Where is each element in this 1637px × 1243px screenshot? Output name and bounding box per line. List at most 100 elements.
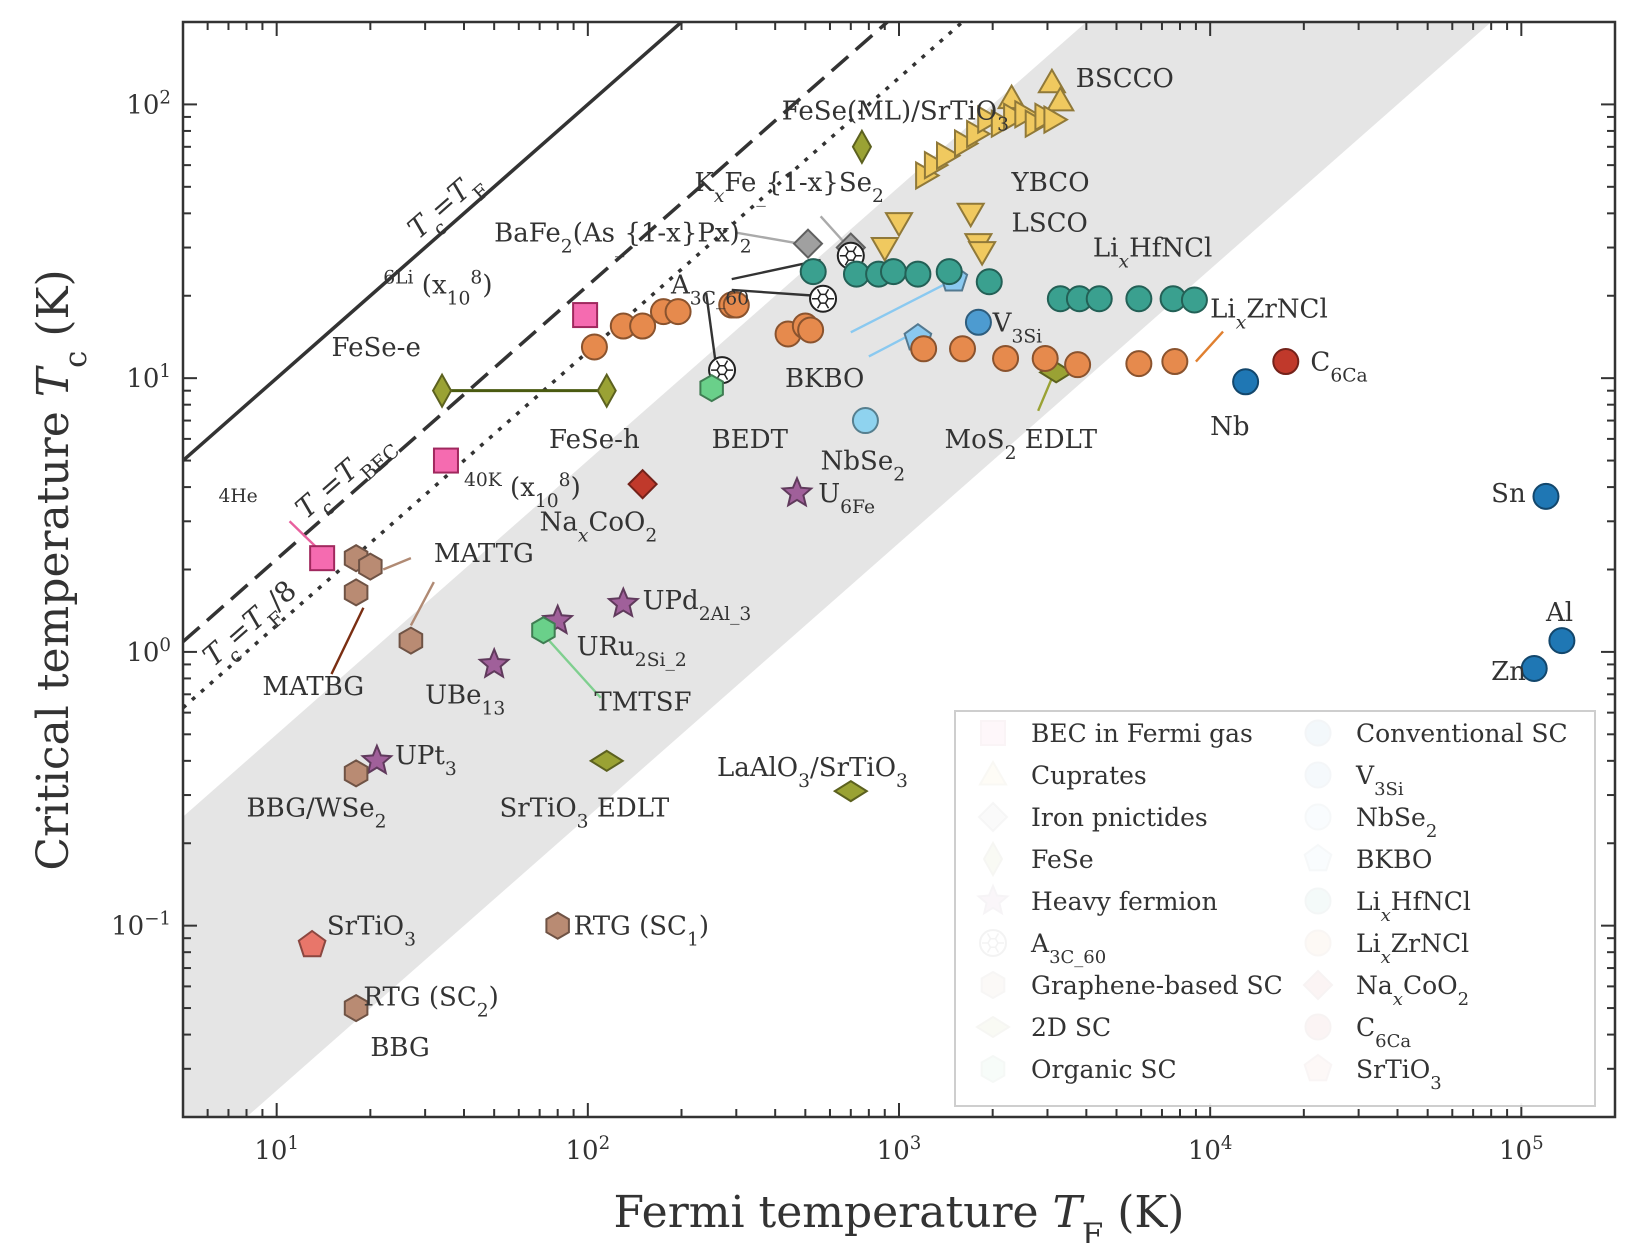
lixhfncl-point (1085, 285, 1113, 313)
label-6li-x10-8: 6Li (x108) (383, 267, 492, 309)
ref-line-label: Tc=TBEC (289, 424, 404, 532)
leader-line (736, 231, 801, 245)
lixzrncl-point (797, 316, 825, 344)
label-naxcoo2: NaxCoO2 (540, 507, 658, 546)
heavy-fermion-point (360, 743, 394, 776)
label-c6ca: C6Ca (1310, 348, 1367, 387)
graphene-based-sc-point (343, 993, 369, 1023)
lixzrncl-point (580, 333, 608, 361)
ref-line-tc-tf (183, 22, 685, 462)
label-lixzrncl: LixZrNCl (1210, 294, 1328, 333)
lixhfncl-point (1125, 285, 1153, 313)
leader-line (850, 283, 946, 334)
label-ube13: UBe13 (425, 680, 505, 719)
legend-label-conventional-sc: Conventional SC (1356, 719, 1568, 748)
label-nb: Nb (1210, 412, 1249, 442)
graphene-based-sc-point (545, 911, 570, 940)
lixzrncl-point (910, 335, 938, 363)
label-v3si: V3Si (992, 308, 1042, 347)
conventional-sc-point (1548, 627, 1576, 655)
y-tick-label: 102 (126, 87, 171, 121)
cuprates-ybco-right-pointing-point (1043, 104, 1069, 135)
label-u6fe: U6Fe (818, 479, 875, 517)
cuprates-lsco-down-pointing-point (870, 237, 900, 263)
x-tick-label: 103 (877, 1133, 922, 1167)
graphene-based-sc-point (343, 759, 369, 788)
legend-label-2d-sc: 2D SC (1031, 1013, 1111, 1042)
label-rtg-sc2: RTG (SC2) (363, 983, 498, 1022)
legend-label-c6ca: C6Ca (1356, 1013, 1411, 1052)
legend-label-nbse2: NbSe2 (1356, 803, 1437, 842)
label-zn: Zn (1491, 657, 1526, 687)
legend-label-naxcoo2: NaxCoO2 (1356, 971, 1469, 1010)
cuprates-point (1045, 85, 1076, 112)
heavy-fermion-point (606, 586, 641, 618)
label-mos2-edlt: MoS2 EDLT (944, 425, 1097, 464)
legend-label-bkbo: BKBO (1356, 845, 1432, 874)
y-tick-label: 101 (126, 361, 171, 395)
label-srtio3: SrTiO3 (327, 912, 416, 951)
label-a3c60: A3C_60 (670, 270, 749, 309)
lixhfncl-point (935, 258, 963, 286)
lixhfncl-point (975, 268, 1003, 296)
lixzrncl-point (722, 291, 750, 319)
label-rtg-sc1: RTG (SC1) (574, 912, 709, 951)
label-upt3: UPt3 (395, 741, 457, 780)
cuprates-point (1037, 67, 1067, 94)
c6ca-point (1272, 348, 1300, 376)
cuprates-ybco-right-pointing-point (977, 104, 1003, 135)
leader-line (330, 607, 365, 675)
bec-in-fermi-gas-point (432, 447, 459, 474)
label-bafe2-as1-xpx-2: BaFe2(As_{1-x}Px)2 (494, 219, 751, 258)
label-bedt: BEDT (712, 425, 789, 455)
bec-in-fermi-gas-point (309, 545, 336, 572)
label-bscco: BSCCO (1076, 64, 1174, 94)
label-kxfe1-xse2: KxFe_{1-x}Se2 (694, 168, 884, 207)
leader-line (409, 581, 435, 626)
x-tick-label: 101 (254, 1133, 299, 1167)
legend-label-bec-in-fermi-gas: BEC in Fermi gas (1031, 719, 1253, 748)
legend-label-v3si: V3Si (1355, 761, 1404, 800)
legend-label-graphene-based-sc: Graphene-based SC (1031, 971, 1283, 1000)
v3si-point (964, 308, 992, 336)
legend-label-heavy-fermion: Heavy fermion (1031, 887, 1218, 916)
lixzrncl-point (629, 312, 657, 340)
label-mattg: MATTG (434, 539, 534, 569)
leader-line (868, 332, 913, 358)
lixzrncl-point (949, 335, 977, 363)
fese-point (431, 372, 453, 409)
cuprates-lsco-down-pointing-point (955, 202, 986, 229)
lixhfncl-point (904, 260, 932, 288)
label-lixhfncl: LixHfNCl (1093, 234, 1212, 273)
cuprates-ybco-right-pointing-point (990, 108, 1017, 139)
2d-sc-point (832, 779, 869, 803)
legend-label-a3c60: A3C_60 (1030, 929, 1106, 968)
label-srtio3-edlt: SrTiO3 EDLT (499, 794, 669, 833)
lixzrncl-point (664, 298, 692, 326)
heavy-fermion-point (477, 646, 511, 679)
label-ybco: YBCO (1011, 168, 1090, 198)
label-matbg: MATBG (262, 672, 364, 702)
legend-label-iron-pnictides: Iron pnictides (1031, 803, 1208, 832)
conventional-sc-point (1520, 654, 1548, 682)
conventional-sc-point (1532, 482, 1560, 510)
legend: BEC in Fermi gas Cuprates Iron pnictides Fe… (954, 710, 1596, 1107)
leader-line (382, 557, 412, 571)
x-tick-label: 104 (1188, 1133, 1233, 1167)
label-nbse2: NbSe2 (821, 447, 906, 486)
plot-frame (181, 20, 1617, 1119)
organic-sc-point (531, 616, 556, 645)
fese-point (851, 128, 873, 165)
lixzrncl-point (1031, 344, 1059, 372)
legend-label-cuprates: Cuprates (1031, 761, 1147, 790)
lixzrncl-point (1125, 350, 1153, 378)
srtio3-point (297, 929, 327, 958)
lixzrncl-point (1161, 348, 1189, 376)
legend-box (954, 710, 1596, 1107)
lixhfncl-point (799, 258, 827, 286)
label-fese-h: FeSe-h (549, 425, 640, 455)
label-al: Al (1545, 598, 1573, 628)
graphene-based-sc-point (343, 578, 369, 607)
y-tick-label: 100 (126, 634, 171, 668)
